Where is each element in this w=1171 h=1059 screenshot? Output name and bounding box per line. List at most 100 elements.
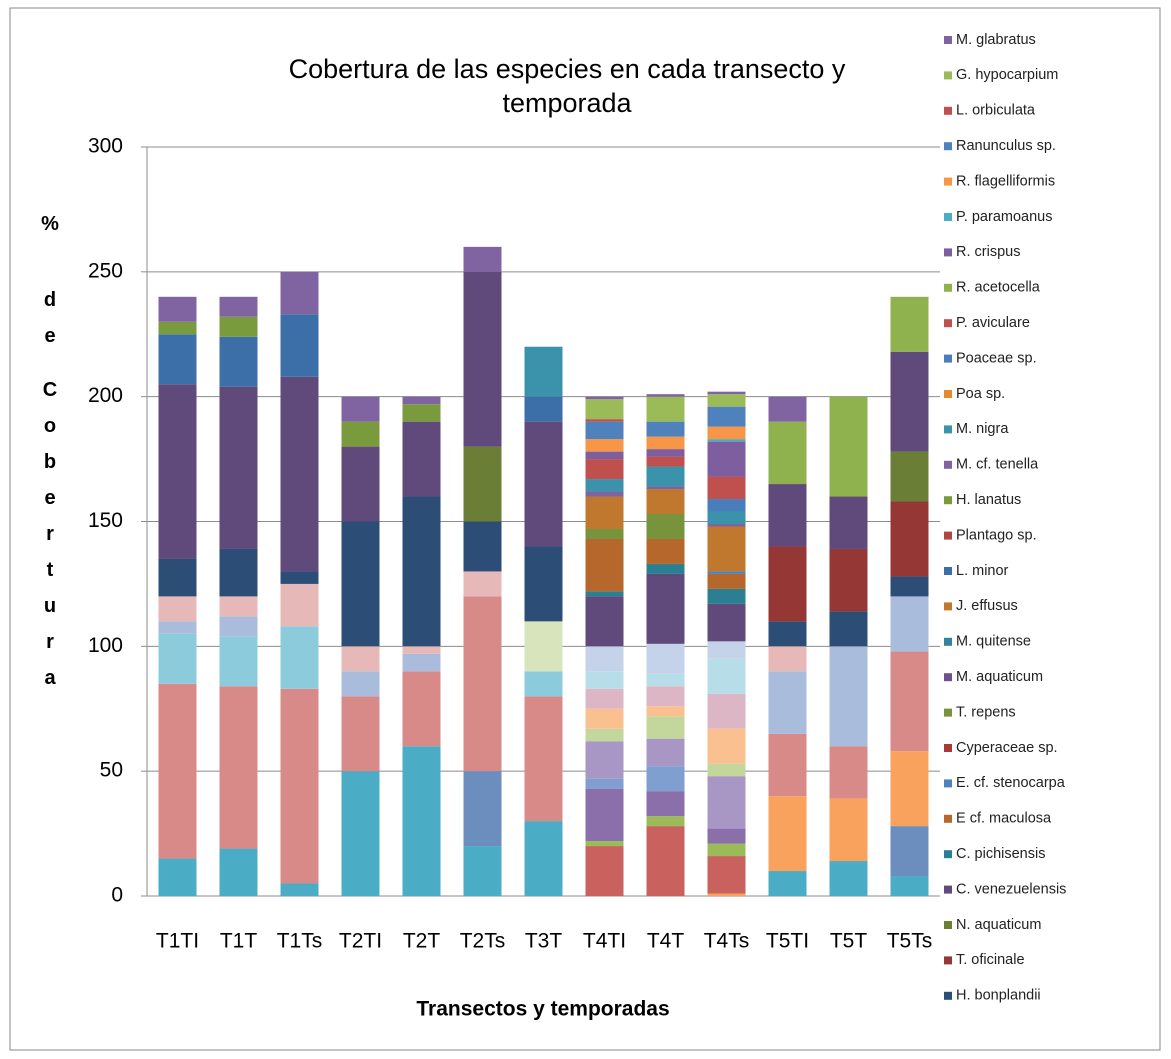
bar-segment <box>158 621 197 634</box>
bar-segment <box>585 596 624 647</box>
legend-swatch <box>944 637 952 646</box>
bar-segment <box>585 788 624 842</box>
bar-segment <box>341 696 380 772</box>
x-tick-label: T5T <box>830 930 868 953</box>
bar-segment <box>219 548 258 597</box>
bar-segment <box>585 646 624 672</box>
bar-segment <box>890 296 929 352</box>
bar-segment <box>585 728 624 742</box>
bar-segment <box>707 441 746 477</box>
bar-segment <box>707 828 746 844</box>
legend-swatch <box>944 354 952 363</box>
bar-segment <box>402 496 441 647</box>
bar-segment <box>707 511 746 524</box>
legend-label: E cf. maculosa <box>956 811 1052 827</box>
legend-swatch <box>944 673 952 682</box>
legend-swatch <box>944 921 952 929</box>
bar-segment <box>158 334 197 385</box>
x-tick-label: T5Ts <box>887 930 933 953</box>
bar-segment <box>768 484 807 547</box>
legend-label: R. acetocella <box>956 280 1041 296</box>
bar-segment <box>463 521 502 572</box>
bar-segment <box>585 841 624 847</box>
x-tick-label: T4Ts <box>704 930 750 953</box>
bar-segment <box>463 246 502 272</box>
bar-segment <box>646 573 685 644</box>
y-tick-label: 300 <box>88 135 123 158</box>
bar-segment <box>646 791 685 817</box>
bar-segment <box>646 466 685 487</box>
legend-swatch <box>944 142 952 151</box>
bar-segment <box>707 893 746 896</box>
legend-label: J. effusus <box>956 598 1018 614</box>
legend-swatch <box>944 956 952 965</box>
legend-label: C. pichisensis <box>956 846 1045 862</box>
bar-segment <box>585 846 624 896</box>
bar-segment <box>524 396 563 422</box>
bar-segment <box>646 766 685 792</box>
legend-label: N. aquaticum <box>956 917 1041 933</box>
bar-segment <box>707 523 746 527</box>
x-tick-label: T2Ts <box>460 930 506 953</box>
bar-segment <box>585 708 624 729</box>
bar-segment <box>707 394 746 407</box>
legend-swatch <box>944 177 952 186</box>
bar-segment <box>829 396 868 497</box>
bar-segment <box>890 501 929 577</box>
legend-swatch <box>944 885 952 894</box>
bar-segment <box>768 871 807 896</box>
bar-segment <box>768 546 807 622</box>
bar-segment <box>585 778 624 789</box>
bar-segment <box>646 436 685 450</box>
bar-segment <box>524 546 563 622</box>
legend-label: Plantago sp. <box>956 527 1037 543</box>
legend-label: M. quitense <box>956 634 1031 650</box>
bar-segment <box>341 521 380 647</box>
legend-swatch <box>944 460 952 469</box>
bar-segment <box>707 588 746 604</box>
legend-swatch <box>944 744 952 752</box>
legend-swatch <box>944 106 952 115</box>
bar-segment <box>463 571 502 597</box>
bar-segment <box>646 738 685 767</box>
bar-segment <box>402 396 441 405</box>
bar-segment <box>463 596 502 772</box>
bar-segment <box>524 346 563 397</box>
bar-segment <box>585 396 624 400</box>
bar-segment <box>707 693 746 729</box>
bar-segment <box>707 439 746 442</box>
bar-segment <box>646 706 685 717</box>
bar-segment <box>463 446 502 522</box>
bar-segment <box>646 396 685 422</box>
legend-swatch <box>944 283 952 292</box>
legend-swatch <box>944 213 952 221</box>
legend-swatch <box>944 531 952 540</box>
bar-segment <box>219 848 258 896</box>
bar-segment <box>280 271 319 315</box>
bar-segment <box>219 316 258 337</box>
bar-segment <box>219 616 258 637</box>
bar-segment <box>829 861 868 896</box>
x-tick-label: T1TI <box>156 930 199 953</box>
bar-segment <box>707 856 746 894</box>
bar-segment <box>219 596 258 617</box>
bar-segment <box>585 419 624 422</box>
legend-swatch <box>944 496 952 505</box>
bar-segment <box>890 876 929 896</box>
bar-segment <box>341 421 380 447</box>
legend-swatch <box>944 319 952 328</box>
bar-segment <box>585 451 624 460</box>
bar-segment <box>646 643 685 674</box>
bar-segment <box>280 376 319 572</box>
bar-segment <box>158 321 197 335</box>
bar-segment <box>341 646 380 672</box>
bar-segment <box>646 673 685 687</box>
bar-segment <box>768 733 807 797</box>
legend-swatch <box>944 71 952 80</box>
x-tick-label: T4TI <box>583 930 626 953</box>
legend-label: P. paramoanus <box>956 209 1052 225</box>
bar-segment <box>707 641 746 659</box>
bar-segment <box>768 796 807 872</box>
legend-label: Ranunculus sp. <box>956 138 1056 154</box>
bar-segment <box>585 479 624 492</box>
